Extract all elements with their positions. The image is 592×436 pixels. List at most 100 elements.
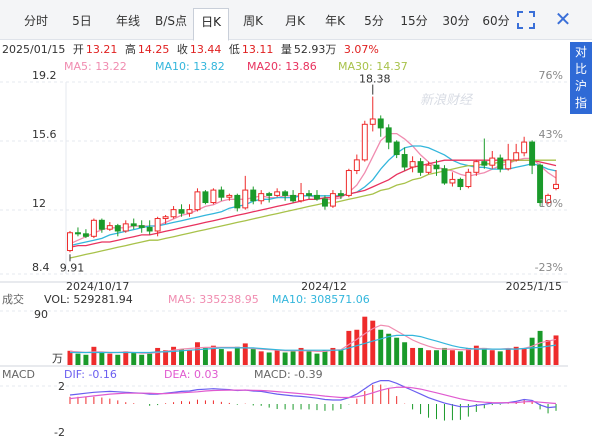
kline-chart[interactable]: 2025/01/15 开 13.21 高 14.25 收 13.44 低 13.11 量… [0,40,592,436]
candle-body [90,219,97,237]
candle-body [74,232,81,235]
volume-bar [378,329,384,365]
candle-body [154,218,161,232]
volume-bar [370,320,376,365]
candle-body [306,193,312,196]
volume-bar [179,349,185,365]
tab-11[interactable]: 30分 [442,14,470,28]
volume-bar [545,339,551,365]
candle-body [337,193,344,196]
pct-tick-1: 43% [539,128,563,141]
candle-body [298,193,305,202]
candle-body [218,189,225,198]
candle-body [290,194,297,202]
candle-body [481,161,488,166]
volume-bar [449,350,455,365]
dea-line [69,386,557,405]
candle-body [130,223,137,227]
candle-body [393,141,400,156]
volume-panel: 90 万 [0,308,568,365]
tab-5[interactable]: 日K [193,8,229,41]
candle-body [202,191,209,204]
volume-bar [163,350,169,365]
ma-line-ma10 [69,145,557,247]
volume-bar [171,346,177,365]
volume-bar [266,352,272,365]
candle-body [401,154,408,168]
tab-8[interactable]: 年K [325,14,345,28]
tab-2[interactable]: 5日 [72,14,92,28]
volume-ma5-text: MA5: 335238.95 [168,293,259,306]
macd-text: MACD: -0.39 [254,368,323,381]
tab-4[interactable]: B/S点 [155,14,187,28]
volume-tick-0: 90 [34,308,48,321]
tab-1[interactable]: 分时 [23,14,48,28]
candle-body [282,191,289,196]
compare-index-button[interactable]: 对 比 沪 指 [570,42,592,114]
candle-body [250,189,257,202]
volume-bar [457,351,463,365]
volume-bar [410,347,416,365]
volume-bar [298,347,304,365]
candle-body [473,161,480,173]
volume-bar [465,347,471,365]
volume-bar [234,346,240,365]
info-change: 3.07% [344,43,379,56]
volume-bar [91,346,97,365]
volume-bar [473,345,479,365]
ma20-legend: MA20: 13.86 [247,60,317,73]
volume-ma10-text: MA10: 308571.06 [272,293,370,306]
info-line: 2025/01/15 开 13.21 高 14.25 收 13.44 低 13.11 量… [2,42,379,56]
tab-7[interactable]: 月K [285,14,305,28]
candle-body [178,209,185,214]
tab-3[interactable]: 年线 [115,14,140,28]
tab-10[interactable]: 15分 [400,14,428,28]
tab-9[interactable]: 5分 [364,14,384,28]
volume-bar [242,343,248,365]
candle-body [441,168,448,184]
volume-bar [123,351,129,365]
candle-body [194,191,201,211]
price-grid [0,81,568,367]
candle-body [122,223,129,232]
price-axis-labels: 19.2 15.6 12 8.4 76% 43% 10% -23% [32,69,563,274]
date-label-0: 2024/10/17 [66,280,129,293]
tab-6[interactable]: 周K [243,14,263,28]
fullscreen-icon[interactable] [517,11,535,29]
volume-label: 成交 [2,292,24,306]
max-price-label: 18.38 [359,73,391,86]
date-label-2: 2025/1/15 [506,280,562,293]
candle-body [545,194,552,204]
candle-body [497,157,504,170]
volume-bar [218,349,224,365]
candle-body [433,164,440,170]
compare-char-1: 对 [574,45,587,59]
ma-line-ma30 [69,159,556,259]
ma10-legend: MA10: 13.82 [155,60,225,73]
pct-tick-3: -23% [535,261,563,274]
candle-body [258,193,265,202]
tab-12[interactable]: 60分 [482,14,510,28]
info-open: 13.21 [86,43,118,56]
volume-bar [521,347,527,365]
volume-bar [330,347,336,365]
volume-bar [274,350,280,365]
pct-tick-0: 76% [539,69,563,82]
candle-body [226,194,233,198]
candle-body [529,141,536,166]
candle-body [106,225,113,230]
candle-body [465,171,472,188]
moving-average-lines [69,132,557,259]
close-icon[interactable]: ✕ [554,7,572,31]
candle-body [409,161,416,168]
volume-bar [107,353,113,365]
volume-bar [338,350,344,365]
volume-bar [139,354,145,365]
candle-body [314,194,320,200]
candle-body [369,118,376,125]
candle-body [170,209,177,218]
period-tab-bar: 分时 5日 年线 B/S点 日K 周K 月K 年K 5分 15分 30分 60分 [0,0,592,41]
candle-body [553,183,559,189]
candle-body [210,189,217,204]
candle-body [449,178,456,184]
